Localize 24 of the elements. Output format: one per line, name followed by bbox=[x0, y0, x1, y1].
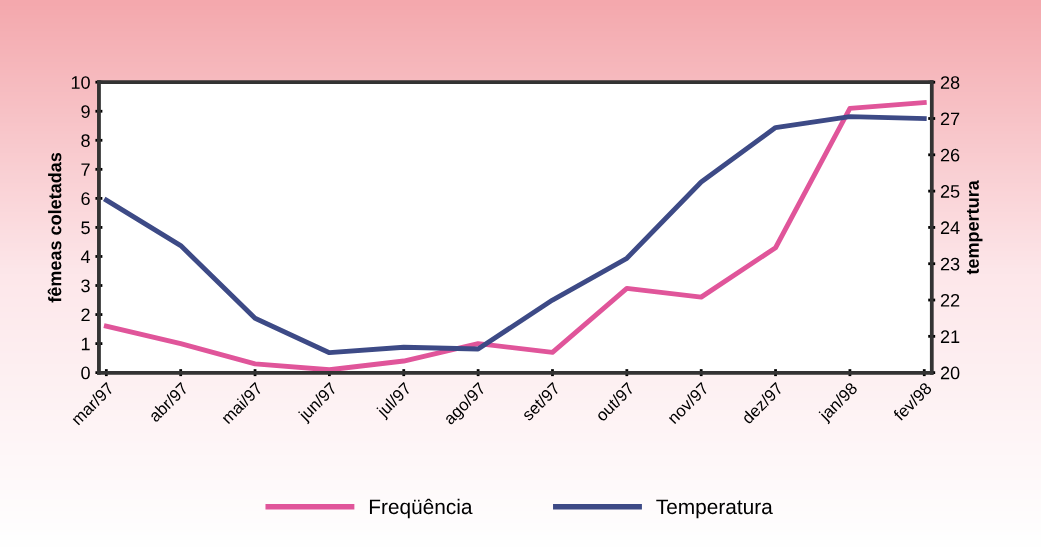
y-tick-label: 6 bbox=[81, 192, 90, 206]
y-tick-label: 9 bbox=[81, 105, 90, 118]
legend-label: Freqüência bbox=[369, 498, 473, 519]
y-tick-label: 5 bbox=[81, 221, 90, 235]
y2-axis-title: tempertura bbox=[966, 180, 983, 275]
y-axis-title: fêmeas coletadas bbox=[47, 152, 62, 303]
legend-label: Temperatura bbox=[656, 499, 773, 519]
y2-tick-label: 20 bbox=[940, 366, 960, 380]
y-tick-label: 3 bbox=[81, 279, 90, 293]
y-tick-label: 0 bbox=[81, 366, 90, 380]
y2-tick-label: 28 bbox=[940, 76, 960, 89]
y2-tick-label: 26 bbox=[940, 148, 960, 162]
y2-tick-label: 22 bbox=[940, 293, 960, 307]
y-tick-label: 10 bbox=[71, 76, 90, 89]
y-tick-label: 7 bbox=[81, 163, 90, 176]
y2-tick-label: 21 bbox=[940, 330, 960, 343]
y2-tick-label: 24 bbox=[940, 221, 960, 234]
y2-tick-label: 27 bbox=[940, 112, 960, 126]
y2-tick-label: 23 bbox=[940, 257, 960, 271]
y-tick-label: 4 bbox=[80, 250, 91, 264]
y-tick-label: 8 bbox=[81, 134, 90, 148]
y-tick-label: 2 bbox=[81, 308, 90, 322]
y2-tick-label: 25 bbox=[940, 185, 960, 198]
y-tick-label: 1 bbox=[81, 337, 90, 351]
